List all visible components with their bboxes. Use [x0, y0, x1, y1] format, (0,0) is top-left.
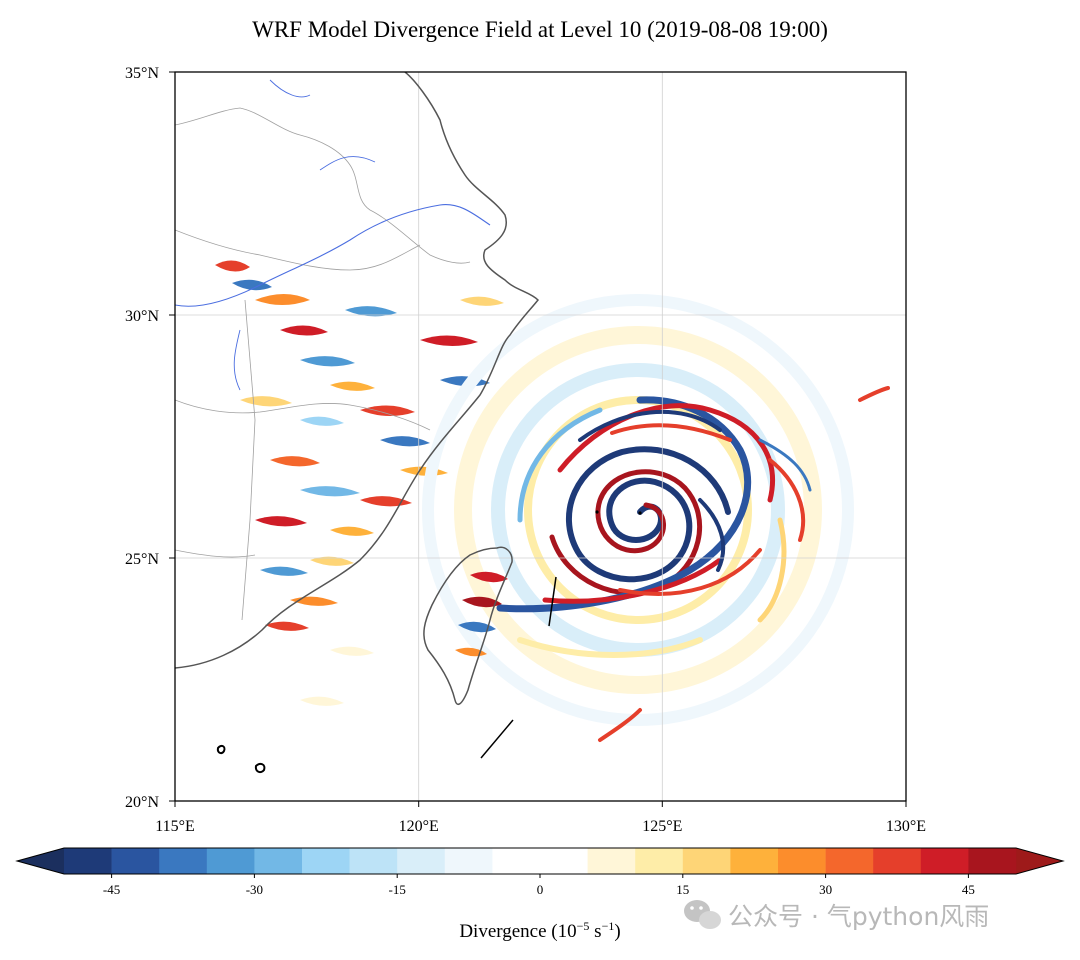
y-tick-labels: 20°N 25°N 30°N 35°N — [125, 65, 159, 811]
colorbar-swatch — [444, 848, 493, 874]
wechat-icon — [684, 900, 721, 929]
colorbar: -45 -30 -15 0 15 30 45 Divergence (10−5 s−1) — [15, 847, 1065, 942]
x-tick-label: 130°E — [886, 818, 926, 835]
colorbar-tick-label: 15 — [676, 882, 689, 897]
colorbar-label: Divergence (10−5 s−1) — [459, 919, 620, 942]
colorbar-ticks: -45 -30 -15 0 15 30 45 — [103, 874, 975, 897]
map-panel — [174, 71, 907, 802]
colorbar-swatch — [302, 848, 350, 874]
map-ticks — [169, 71, 907, 807]
x-tick-label: 120°E — [399, 818, 439, 835]
colorbar-swatch — [825, 848, 874, 874]
outer-bands — [422, 294, 854, 726]
gridlines — [175, 72, 906, 801]
colorbar-swatch — [635, 848, 684, 874]
colorbar-tick-label: -15 — [389, 882, 406, 897]
taiwan-speckles — [455, 571, 508, 657]
colorbar-swatch — [968, 848, 1017, 874]
colorbar-swatch — [873, 848, 922, 874]
colorbar-swatch — [730, 848, 779, 874]
cross-section-lines — [480, 576, 557, 759]
x-tick-labels: 115°E 120°E 125°E 130°E — [155, 818, 926, 835]
colorbar-swatch — [682, 848, 731, 874]
colorbar-tick-label: 30 — [819, 882, 832, 897]
mainland-speckles — [215, 260, 504, 706]
y-tick-label: 30°N — [125, 308, 159, 325]
map-frame — [174, 71, 907, 802]
colorbar-extend-high — [1016, 848, 1063, 874]
colorbar-tick-label: 0 — [537, 882, 544, 897]
colorbar-swatch — [492, 848, 588, 874]
y-tick-label: 20°N — [125, 794, 159, 811]
colorbar-tick-label: -30 — [246, 882, 263, 897]
colorbar-outline — [15, 847, 1065, 875]
colorbar-swatch — [587, 848, 636, 874]
chart-title: WRF Model Divergence Field at Level 10 (… — [252, 17, 828, 42]
watermark-text: 公众号 · 气python风雨 — [728, 902, 989, 931]
colorbar-swatch — [111, 848, 160, 874]
colorbar-swatch — [206, 848, 255, 874]
watermark: 公众号 · 气python风雨 — [684, 900, 989, 931]
colorbar-tick-label: 45 — [962, 882, 975, 897]
colorbar-swatch — [64, 848, 112, 874]
colorbar-swatch — [920, 848, 969, 874]
divergence-field — [215, 165, 905, 752]
colorbar-swatch — [778, 848, 826, 874]
colorbar-extend-low — [17, 848, 64, 874]
typhoon-spiral — [496, 386, 890, 742]
colorbar-swatch — [349, 848, 398, 874]
y-tick-label: 35°N — [125, 65, 159, 82]
colorbar-tick-label: -45 — [103, 882, 120, 897]
colorbar-swatch — [159, 848, 208, 874]
colorbar-swatch — [254, 848, 303, 874]
colorbar-swatch — [397, 848, 446, 874]
x-tick-label: 125°E — [642, 818, 682, 835]
coastlines — [175, 72, 540, 774]
colorbar-swatches — [64, 848, 1017, 874]
x-tick-label: 115°E — [155, 818, 195, 835]
y-tick-label: 25°N — [125, 551, 159, 568]
